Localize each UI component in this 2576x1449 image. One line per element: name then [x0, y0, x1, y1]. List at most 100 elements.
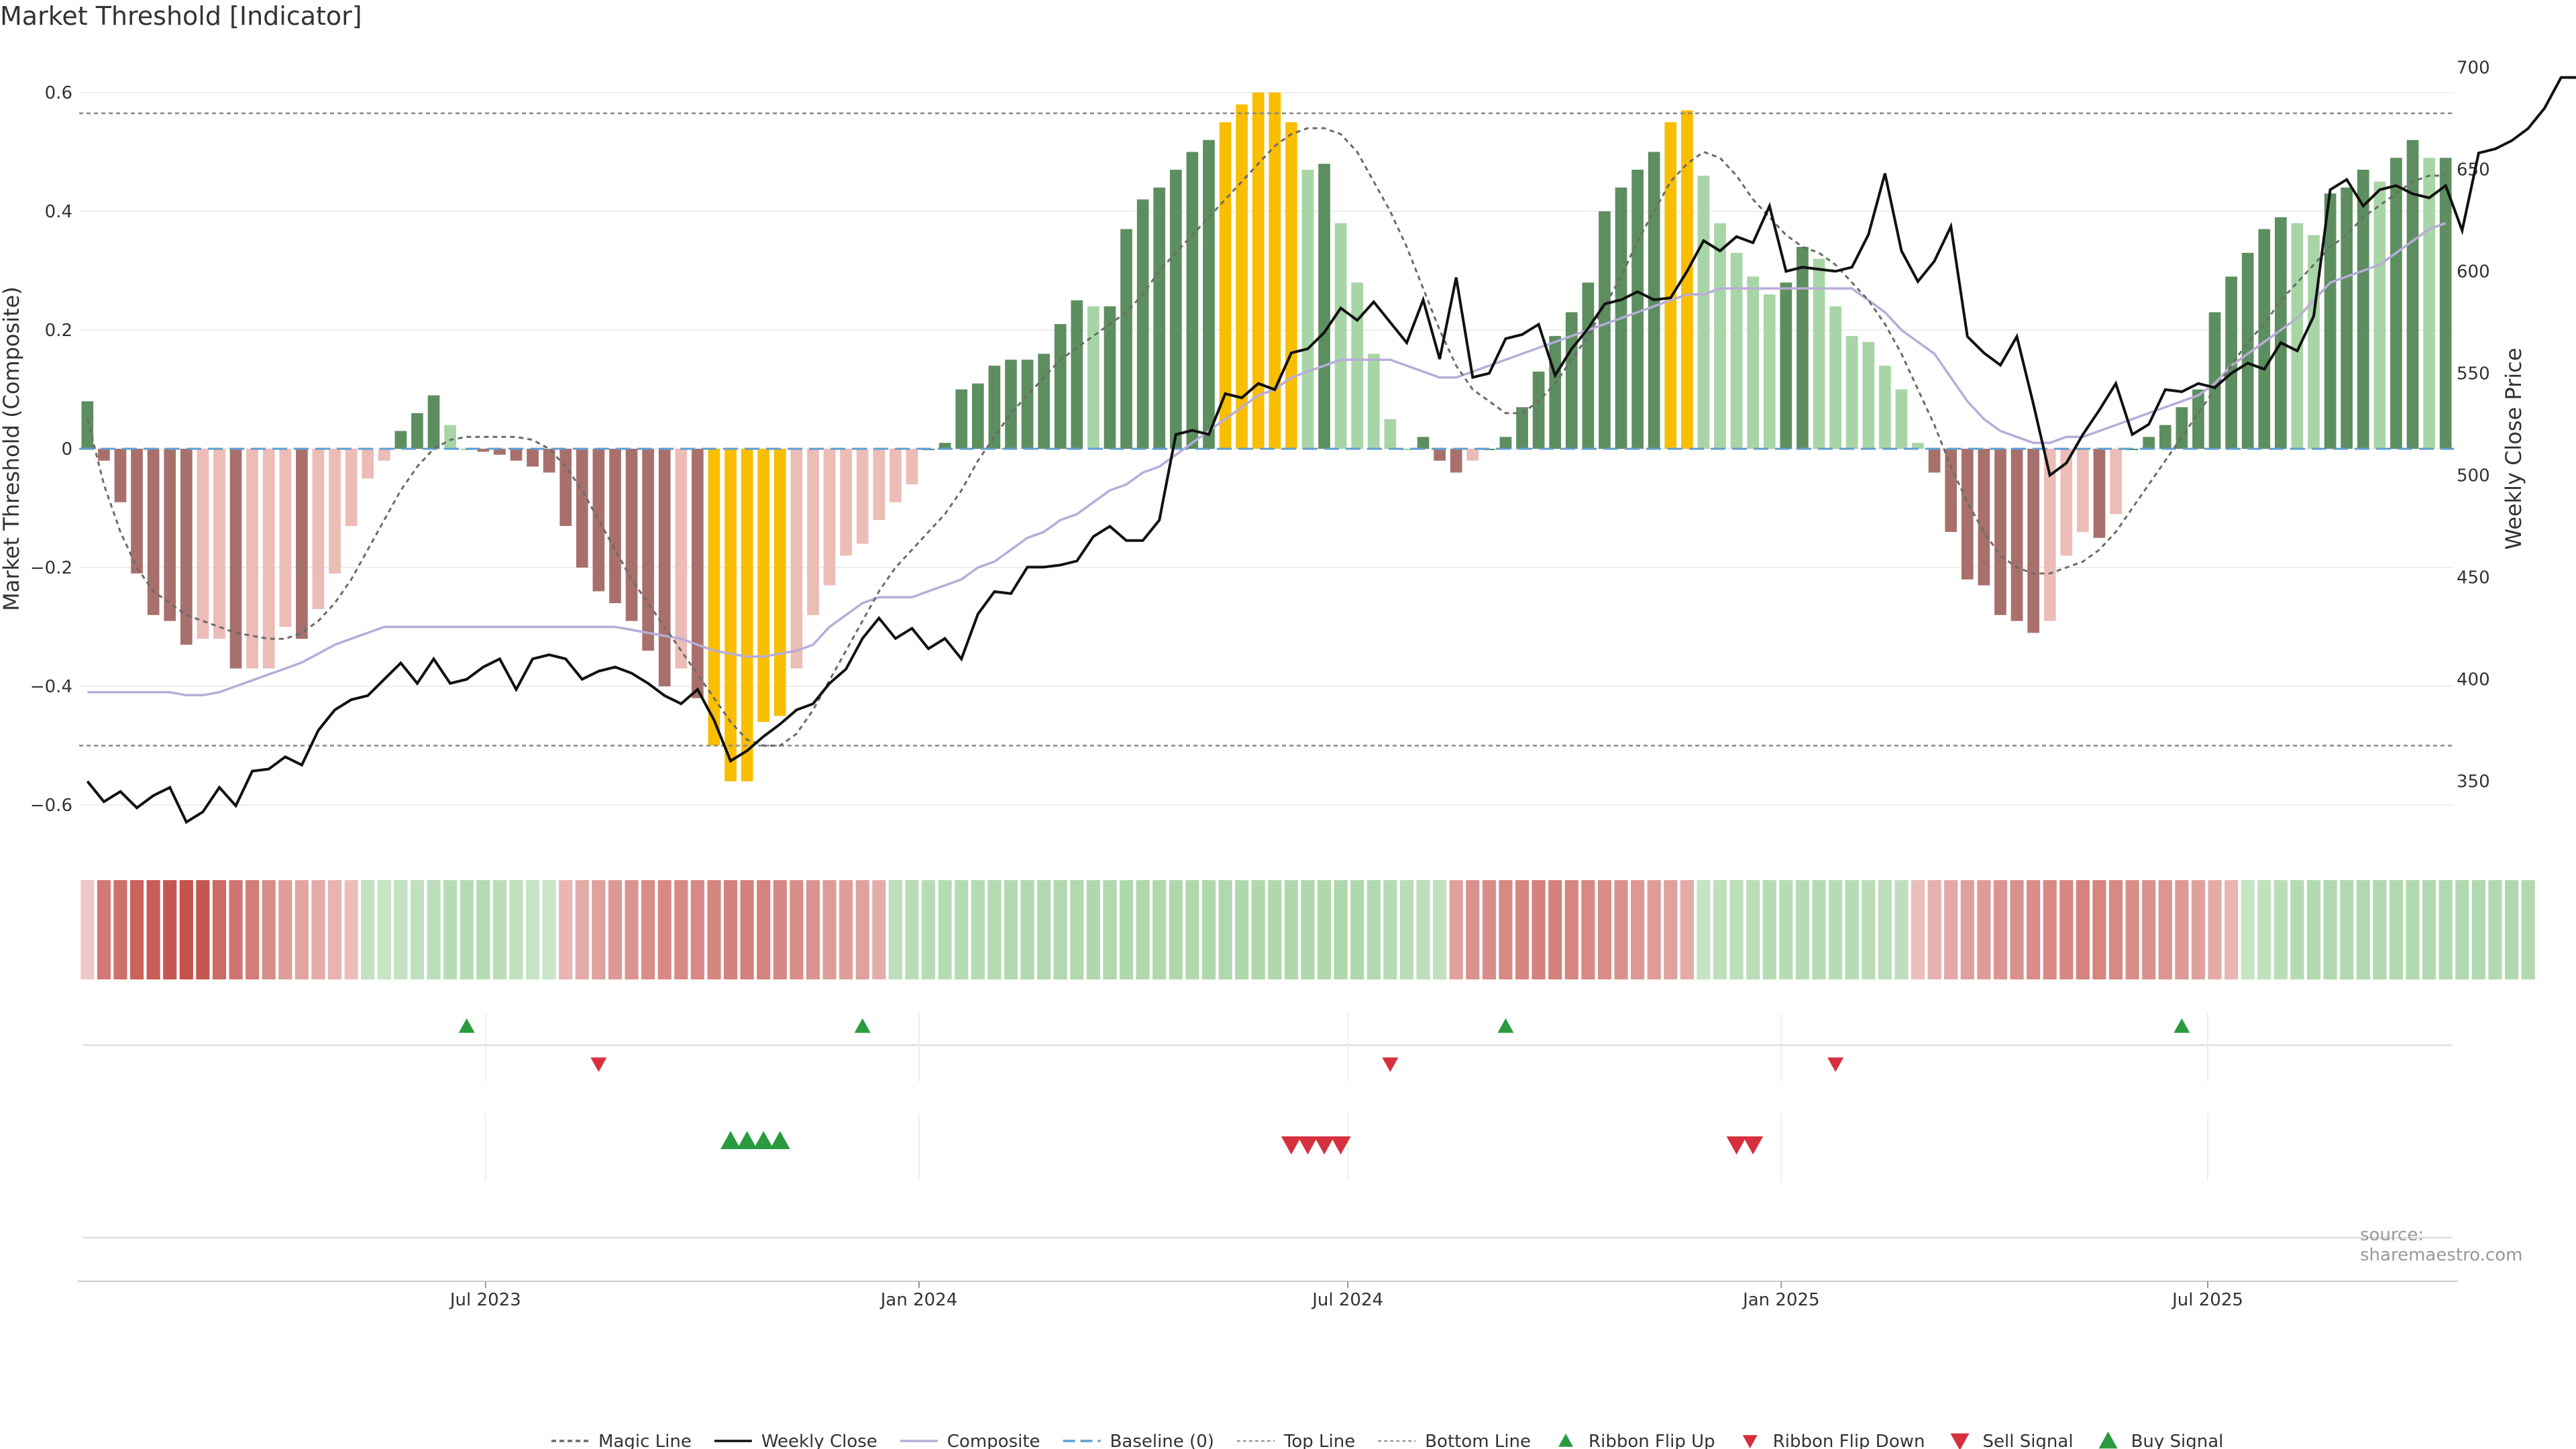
- ribbon-cell: [2406, 880, 2420, 979]
- ribbon-cell: [394, 880, 408, 979]
- composite-bar: [1912, 443, 1924, 449]
- ribbon-cell: [1862, 880, 1876, 979]
- legend-swatch: [1558, 1434, 1574, 1447]
- ribbon-cell: [592, 880, 606, 979]
- composite-bar: [1450, 449, 1462, 473]
- ribbon-cell: [1515, 880, 1529, 979]
- composite-bar: [625, 449, 638, 621]
- ribbon-cell: [1845, 880, 1859, 979]
- composite-bar: [477, 449, 490, 452]
- y-right-tick-label: 350: [2457, 772, 2490, 792]
- composite-bar: [2027, 449, 2039, 633]
- composite-bar: [576, 449, 588, 568]
- ribbon-cell: [1532, 880, 1546, 979]
- legend-label: Buy Signal: [2131, 1432, 2224, 1449]
- ribbon-cell: [1004, 880, 1018, 979]
- ribbon-cell: [690, 880, 704, 979]
- composite-bar: [1796, 247, 1809, 449]
- y-right-tick-label: 450: [2457, 568, 2490, 588]
- composite-bar: [559, 449, 572, 527]
- ribbon-cell: [1944, 880, 1958, 979]
- ribbon-cell: [1201, 880, 1216, 979]
- ribbon-cell: [460, 880, 474, 979]
- y-left-tick-label: 0: [61, 439, 72, 460]
- composite-bar: [840, 449, 852, 556]
- legend-label: Top Line: [1283, 1432, 1355, 1449]
- ribbon-cell: [1729, 880, 1743, 979]
- ribbon-flip-down-marker: [1382, 1057, 1399, 1072]
- ribbon-cell: [2125, 880, 2139, 979]
- ribbon-cell: [163, 880, 177, 979]
- ribbon-cell: [938, 880, 952, 979]
- composite-bar: [2373, 181, 2386, 449]
- ribbon-cell: [1399, 880, 1414, 979]
- composite-bar: [1285, 122, 1297, 449]
- ribbon-cell: [443, 880, 458, 979]
- composite-bar: [2406, 140, 2419, 449]
- composite-bar: [708, 449, 720, 746]
- composite-bar: [262, 449, 275, 669]
- ribbon-cell: [1812, 880, 1826, 979]
- composite-bar: [197, 449, 209, 639]
- ribbon-cell: [294, 880, 309, 979]
- magic-line: [86, 127, 2446, 747]
- ribbon-cell: [2010, 880, 2024, 979]
- composite-bar: [81, 401, 94, 449]
- y-right-tick-label: 600: [2457, 262, 2490, 282]
- x-tick-label: Jul 2024: [1311, 1290, 1383, 1310]
- ribbon-cell: [608, 880, 623, 979]
- ribbon-cell: [2471, 880, 2485, 979]
- composite-bar: [773, 449, 786, 716]
- composite-bar: [1318, 164, 1330, 449]
- composite-bar: [362, 449, 374, 479]
- composite-bar: [1978, 449, 1990, 586]
- composite-bar: [1005, 360, 1017, 449]
- composite-bar: [2192, 389, 2204, 449]
- composite-bar: [164, 449, 176, 621]
- composite-bar: [2176, 407, 2188, 449]
- composite-bar: [1714, 223, 1726, 449]
- ribbon-cell: [361, 880, 375, 979]
- source-credit: source: sharemaestro.com: [2360, 1225, 2523, 1265]
- ribbon-cell: [97, 880, 111, 979]
- buy-signal-marker: [737, 1131, 757, 1149]
- composite-bar: [527, 449, 539, 467]
- composite-bar: [1054, 324, 1067, 449]
- ribbon-cell: [1993, 880, 2008, 979]
- composite-bar: [510, 449, 523, 461]
- ribbon-cell: [542, 880, 556, 979]
- ribbon-cell: [262, 880, 276, 979]
- composite-bar: [2043, 449, 2056, 621]
- composite-bar: [279, 449, 292, 627]
- ribbon-cell: [1433, 880, 1447, 979]
- composite-bar: [2225, 276, 2237, 449]
- y-left-tick-label: 0.4: [45, 202, 72, 222]
- composite-bar: [1599, 211, 1611, 449]
- composite-bar: [1087, 306, 1099, 449]
- composite-bar: [1516, 407, 1528, 449]
- composite-bar: [1104, 306, 1116, 449]
- x-tick-label: Jan 2025: [1741, 1290, 1820, 1310]
- composite-bar: [2324, 193, 2337, 449]
- ribbon-cell: [757, 880, 771, 979]
- ribbon-cell: [1301, 880, 1315, 979]
- ribbon-cell: [1169, 880, 1183, 979]
- ribbon-cell: [1366, 880, 1381, 979]
- composite-bar: [1532, 371, 1545, 449]
- ribbon-cell: [1697, 880, 1711, 979]
- composite-bar: [692, 449, 704, 698]
- ribbon-cell: [212, 880, 227, 979]
- ribbon-cell: [2438, 880, 2453, 979]
- composite-bar: [1219, 122, 1232, 449]
- x-tick-label: Jul 2023: [449, 1290, 521, 1310]
- ribbon-cell: [806, 880, 820, 979]
- ribbon-cell: [1482, 880, 1496, 979]
- legend-label: Composite: [947, 1432, 1040, 1449]
- ribbon-flip-down-marker: [590, 1057, 607, 1072]
- ribbon-cell: [2043, 880, 2057, 979]
- composite-bar: [1367, 354, 1380, 449]
- composite-bar: [1021, 360, 1034, 449]
- ribbon-cell: [1053, 880, 1067, 979]
- composite-bar: [988, 366, 1001, 449]
